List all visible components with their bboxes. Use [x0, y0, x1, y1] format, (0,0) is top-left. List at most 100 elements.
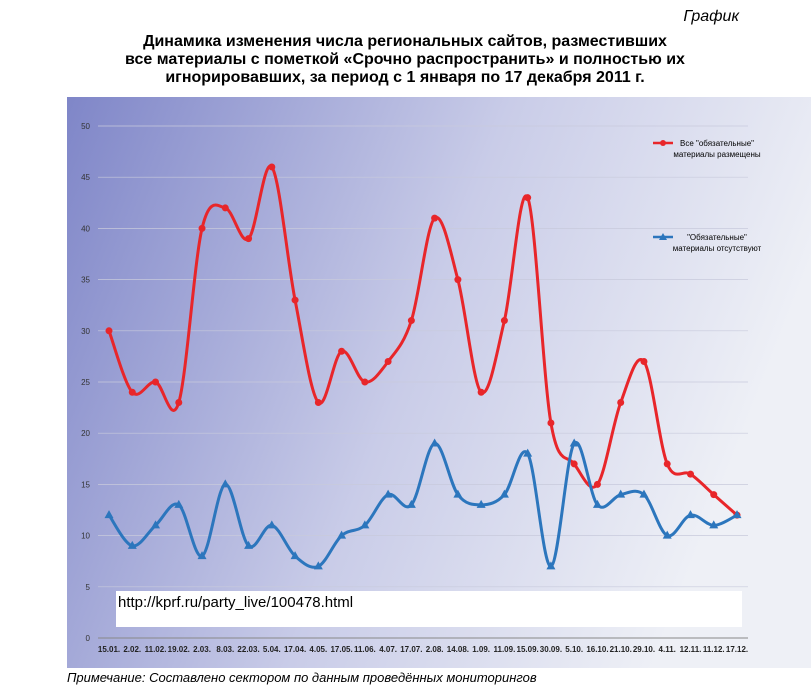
y-tick-label: 30 [81, 327, 90, 336]
y-tick-label: 20 [81, 429, 90, 438]
point [732, 510, 742, 519]
point [592, 499, 602, 508]
point [383, 489, 393, 498]
point [337, 530, 347, 539]
y-tick-label: 40 [81, 224, 90, 233]
x-tick-label: 5.04. [263, 645, 281, 654]
point [244, 540, 254, 549]
point [616, 489, 626, 498]
point [640, 358, 648, 366]
point [127, 540, 137, 549]
y-tick-label: 10 [81, 532, 90, 541]
point [313, 561, 323, 570]
y-tick-label: 50 [81, 122, 90, 131]
x-tick-label: 15.01. [98, 645, 120, 654]
point [570, 460, 578, 468]
title-line: игнорировавших, за период с 1 января по … [165, 69, 645, 86]
x-tick-label: 15.09. [517, 645, 539, 654]
point [361, 378, 369, 386]
source-url: http://kprf.ru/party_live/100478.html [116, 591, 742, 627]
point [104, 510, 114, 519]
point [384, 358, 392, 366]
y-tick-label: 15 [81, 480, 90, 489]
point [406, 499, 416, 508]
point [453, 489, 463, 498]
point [407, 317, 415, 325]
point [291, 296, 299, 304]
point [500, 317, 508, 325]
point [663, 460, 671, 468]
x-tick-label: 1.09. [472, 645, 490, 654]
x-tick-label: 14.08. [447, 645, 469, 654]
y-tick-label: 25 [81, 378, 90, 387]
x-tick-label: 22.03. [237, 645, 259, 654]
point [290, 551, 300, 560]
header-tag: График [683, 8, 739, 25]
x-tick-label: 5.10. [565, 645, 583, 654]
point [151, 520, 161, 529]
x-tick-label: 2.08. [426, 645, 444, 654]
point [430, 438, 440, 447]
point [245, 235, 253, 243]
point [546, 561, 556, 570]
y-tick-label: 0 [86, 634, 91, 643]
y-tick-label: 5 [86, 583, 91, 592]
x-tick-label: 2.02. [123, 645, 141, 654]
point [314, 398, 322, 406]
point [709, 520, 719, 529]
point [710, 491, 718, 499]
point [338, 347, 346, 355]
x-tick-label: 8.03. [216, 645, 234, 654]
point [221, 204, 229, 212]
point [431, 214, 439, 222]
x-tick-label: 4.05. [309, 645, 327, 654]
point [152, 378, 160, 386]
x-tick-label: 16.10. [586, 645, 608, 654]
legend-label: "Обязательные" материалы отсутствуют [672, 233, 762, 253]
x-tick-label: 19.02. [168, 645, 190, 654]
point [524, 194, 532, 202]
x-tick-label: 17.05. [330, 645, 352, 654]
legend-marker [660, 140, 666, 146]
y-tick-label: 35 [81, 276, 90, 285]
point [454, 276, 462, 284]
x-tick-label: 21.10. [610, 645, 632, 654]
chart-title: Динамика изменения числа региональных са… [60, 33, 750, 87]
x-tick-label: 4.07. [379, 645, 397, 654]
point [477, 388, 485, 396]
point [523, 448, 533, 457]
point [268, 163, 276, 171]
point [617, 398, 625, 406]
title-line: Динамика изменения числа региональных са… [143, 33, 667, 50]
note: Примечание: Составлено сектором по данны… [67, 670, 537, 685]
point [267, 520, 277, 529]
point [220, 479, 230, 488]
point [499, 489, 509, 498]
x-tick-label: 17.04. [284, 645, 306, 654]
x-tick-label: 11.02. [145, 645, 167, 654]
legend-marker [659, 233, 667, 240]
x-tick-label: 11.06. [354, 645, 376, 654]
x-tick-label: 30.09. [540, 645, 562, 654]
x-tick-label: 17.07. [400, 645, 422, 654]
point [197, 551, 207, 560]
point [686, 470, 694, 478]
point [360, 520, 370, 529]
point [685, 510, 695, 519]
x-tick-label: 29.10. [633, 645, 655, 654]
point [175, 398, 183, 406]
chart-background [67, 97, 811, 668]
title-line: все материалы с пометкой «Срочно распрос… [125, 51, 685, 68]
y-tick-label: 45 [81, 173, 90, 182]
point [569, 438, 579, 447]
point [593, 480, 601, 488]
point [476, 499, 486, 508]
x-tick-label: 2.03. [193, 645, 211, 654]
x-tick-label: 17.12. [726, 645, 748, 654]
x-tick-label: 11.09. [494, 645, 516, 654]
point [662, 530, 672, 539]
point [105, 327, 113, 335]
x-tick-label: 12.11. [680, 645, 702, 654]
